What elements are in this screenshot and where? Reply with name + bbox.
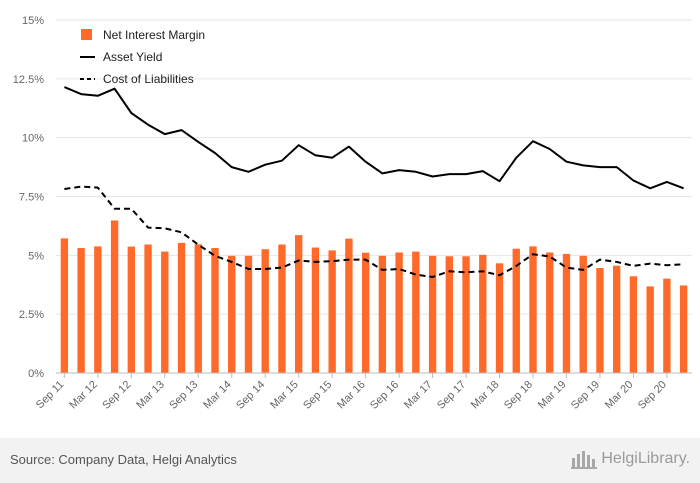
y-tick-label: 0% [28,368,44,380]
bar-net-interest-margin [546,252,554,373]
bar-net-interest-margin [110,220,119,373]
x-tick-label: Sep 16 [368,379,401,412]
x-tick-label: Mar 19 [536,379,569,412]
bar-net-interest-margin [646,286,654,373]
bar-net-interest-margin [94,246,102,373]
x-tick-label: Sep 19 [569,379,602,412]
x-tick-label: Mar 13 [134,379,167,412]
source-note: Source: Company Data, Helgi Analytics [10,452,237,467]
bar-net-interest-margin [60,238,69,373]
bar-net-interest-margin [596,268,604,373]
helgi-library-logo: HelgiLibrary. [571,449,690,469]
bar-net-interest-margin [679,285,688,373]
bar-net-interest-margin [395,252,403,373]
building-icon [571,451,598,469]
x-tick-label: Mar 20 [603,379,636,412]
x-tick-label: Mar 17 [402,379,435,412]
bar-net-interest-margin [663,278,671,373]
bar-net-interest-margin [562,253,571,373]
x-tick-label: Sep 14 [234,379,267,412]
logo-text: HelgiLibrary. [601,450,690,467]
bar-net-interest-margin [278,244,286,373]
bar-net-interest-margin [328,250,336,373]
line-asset-yield [64,86,684,190]
y-tick-label: 12.5% [13,74,44,86]
legend-swatch-net-interest-margin [81,29,92,40]
y-tick-label: 15% [22,15,44,27]
bar-net-interest-margin [77,248,85,373]
x-tick-label: Mar 15 [268,379,301,412]
bar-net-interest-margin [579,255,587,373]
bar-net-interest-margin [479,254,487,373]
bar-net-interest-margin [361,252,370,373]
bar-net-interest-margin [127,246,135,373]
bar-net-interest-margin [512,248,520,373]
chart-svg: 0%2.5%5%7.5%10%12.5%15% Sep 11 Mar 12 Sep … [13,15,692,412]
x-tick-label: Sep 17 [435,379,468,412]
x-tick-label: Sep 18 [502,379,535,412]
line-layer [64,86,684,278]
bar-net-interest-margin [529,246,537,373]
y-tick-label: 2.5% [19,309,44,321]
x-tick-label: Sep 11 [34,379,67,412]
bar-net-interest-margin [462,256,470,373]
legend-label: Net Interest Margin [103,28,205,42]
x-tick-label: Sep 13 [167,379,200,412]
bar-net-interest-margin [495,263,504,373]
bar-net-interest-margin [613,265,621,373]
bar-net-interest-margin [445,256,453,373]
y-axis: 0% 2.5% 5% 7.5% 10% 12.5% 15% [13,15,44,380]
bar-net-interest-margin [144,244,152,373]
footer-bar: Source: Company Data, Helgi Analytics He… [0,438,700,483]
bar-net-interest-margin [161,251,169,373]
x-tick-label: Sep 15 [301,379,334,412]
bar-net-interest-margin [211,248,219,373]
bar-net-interest-margin [629,276,638,373]
x-axis: Sep 11 Mar 12 Sep 12 Mar 13 Sep 13 Mar 14 Sep … [34,372,692,412]
bar-net-interest-margin [177,242,186,373]
x-tick-label: Sep 20 [636,379,669,412]
y-tick-label: 5% [28,250,44,262]
x-tick-label: Mar 18 [469,379,502,412]
bar-net-interest-margin [228,255,236,373]
legend-label: Asset Yield [103,50,162,64]
bar-net-interest-margin [311,247,320,373]
x-tick-label: Mar 16 [335,379,368,412]
y-tick-label: 10% [22,133,44,145]
y-tick-label: 7.5% [19,192,44,204]
line-cost-of-liabilities [64,185,684,278]
bar-net-interest-margin [412,251,420,373]
bar-net-interest-margin [428,255,437,373]
legend-label: Cost of Liabilities [103,72,194,86]
legend: Net Interest Margin Asset Yield Cost of Li… [80,28,205,86]
bar-net-interest-margin [194,244,202,373]
bar-net-interest-margin [261,249,269,373]
bar-net-interest-margin [295,235,303,373]
x-tick-label: Mar 12 [67,379,100,412]
bar-net-interest-margin [244,255,253,373]
bar-net-interest-margin [345,238,353,373]
bar-net-interest-margin [378,255,387,373]
x-tick-label: Sep 12 [100,379,133,412]
x-tick-label: Mar 14 [201,379,234,412]
bar-layer [60,220,688,373]
